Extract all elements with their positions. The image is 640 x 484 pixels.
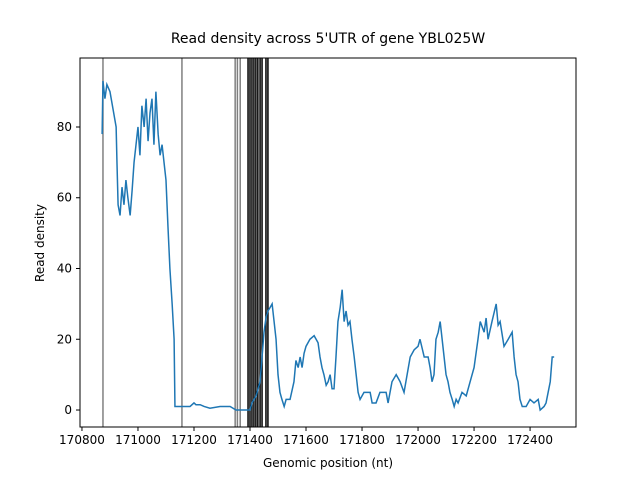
y-tick-label: 40 bbox=[57, 262, 72, 276]
y-tick-label: 20 bbox=[57, 332, 72, 346]
x-tick-label: 170800 bbox=[59, 433, 105, 447]
y-axis-label: Read density bbox=[33, 204, 47, 282]
x-tick-label: 171000 bbox=[115, 433, 161, 447]
x-axis-label: Genomic position (nt) bbox=[263, 456, 393, 470]
x-tick-label: 171200 bbox=[171, 433, 217, 447]
x-tick-label: 171600 bbox=[283, 433, 329, 447]
x-tick-label: 171800 bbox=[339, 433, 385, 447]
y-tick-label: 80 bbox=[57, 120, 72, 134]
x-tick-label: 172200 bbox=[451, 433, 497, 447]
plot-frame bbox=[79, 57, 577, 428]
x-tick-label: 171400 bbox=[227, 433, 273, 447]
y-tick-label: 60 bbox=[57, 191, 72, 205]
x-tick-label: 172400 bbox=[507, 433, 553, 447]
chart-title: Read density across 5'UTR of gene YBL025… bbox=[171, 31, 486, 47]
x-tick-label: 172000 bbox=[395, 433, 441, 447]
data-line bbox=[101, 80, 555, 412]
y-tick-label: 0 bbox=[64, 403, 72, 417]
